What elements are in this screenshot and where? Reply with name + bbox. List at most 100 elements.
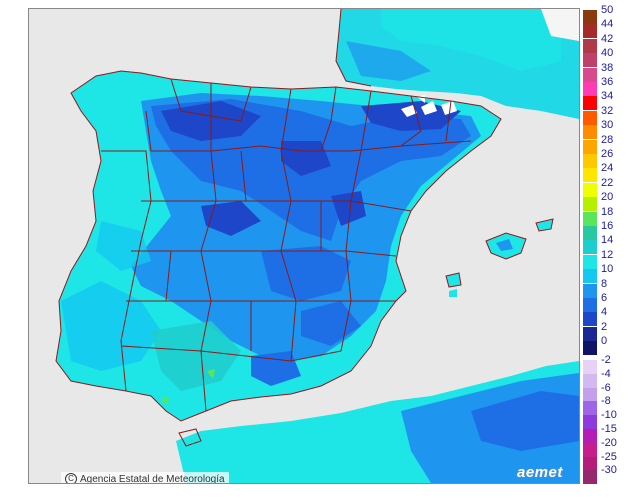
temperature-legend: 50 44 42 40 38 36 34 32 30 28 26 24 22 20 18 16 14 12 10 8 6…: [583, 4, 630, 485]
legend-label: 24: [601, 162, 614, 175]
legend-label: 6: [601, 292, 608, 304]
legend-label: 10: [601, 263, 614, 276]
legend-swatch: [583, 442, 597, 457]
temperature-map: C Agencia Estatal de Meteorología aemet: [28, 8, 580, 484]
legend-swatch: [583, 415, 597, 430]
legend-entry--30: -30: [583, 464, 630, 485]
legend-swatch: [583, 373, 597, 388]
copyright-icon: C: [65, 473, 77, 483]
legend-entry-44: 44: [583, 18, 630, 39]
legend-label: 44: [601, 18, 614, 31]
legend-entry-2: 2: [583, 321, 630, 341]
legend-swatch: [583, 82, 597, 96]
legend-label: 28: [601, 133, 614, 146]
legend-entry-16: 16: [583, 220, 630, 240]
legend-entry-8: 8: [583, 278, 630, 298]
legend-entry-20: 20: [583, 191, 630, 212]
legend-swatch: [583, 154, 597, 168]
legend-entry--10: -10: [583, 409, 630, 430]
legend-swatch: [583, 387, 597, 402]
legend-label: 30: [601, 119, 614, 132]
legend-label: 32: [601, 104, 614, 117]
legend-entry-28: 28: [583, 134, 630, 154]
legend-label: -20: [601, 436, 617, 449]
legend-swatch: [583, 168, 597, 183]
aemet-logo: aemet: [517, 464, 563, 481]
legend-entry-0: 0: [583, 335, 630, 356]
legend-entry-18: 18: [583, 206, 630, 226]
legend-entry-26: 26: [583, 148, 630, 168]
legend-entry--4: -4: [583, 368, 630, 388]
legend-swatch: [583, 226, 597, 240]
legend-label: 16: [601, 220, 614, 232]
legend-label: 8: [601, 277, 608, 290]
map-canvas: [29, 9, 579, 483]
legend-entry-12: 12: [583, 249, 630, 269]
legend-entry-40: 40: [583, 47, 630, 68]
legend-swatch: [583, 360, 597, 374]
legend-label: -25: [601, 450, 617, 463]
legend-entry-32: 32: [583, 105, 630, 125]
legend-entry--15: -15: [583, 423, 630, 443]
legend-swatch: [583, 401, 597, 416]
legend-entry-24: 24: [583, 162, 630, 183]
legend-label: 34: [601, 90, 614, 103]
legend-swatch: [583, 96, 597, 111]
legend-label: -8: [601, 395, 611, 408]
aemet-logo-text: aemet: [517, 464, 563, 481]
legend-swatch: [583, 254, 597, 269]
legend-swatch: [583, 312, 597, 327]
legend-label: -4: [601, 367, 611, 380]
legend-entry-38: 38: [583, 62, 630, 82]
legend-label: 2: [601, 320, 608, 333]
agency-credit-text: Agencia Estatal de Meteorología: [80, 473, 225, 484]
legend-label: 42: [601, 32, 614, 45]
legend-label: 22: [601, 176, 614, 189]
legend-label: 50: [601, 4, 614, 16]
legend-label: -2: [601, 354, 611, 366]
legend-entry-14: 14: [583, 234, 630, 255]
legend-swatch: [583, 211, 597, 226]
legend-swatch: [583, 197, 597, 212]
legend-label: -15: [601, 423, 617, 435]
legend-swatch: [583, 139, 597, 154]
legend-entry-22: 22: [583, 177, 630, 197]
agency-credit: C Agencia Estatal de Meteorología: [61, 472, 229, 484]
legend-entry-42: 42: [583, 33, 630, 53]
legend-swatch: [583, 298, 597, 312]
legend-label: 4: [601, 306, 608, 319]
legend-label: 38: [601, 61, 614, 74]
legend-swatch: [583, 470, 597, 485]
legend-label: 12: [601, 248, 614, 261]
legend-label: 0: [601, 335, 608, 348]
ibiza-island: [446, 273, 461, 287]
legend-label: 14: [601, 234, 614, 247]
legend-swatch: [583, 24, 597, 39]
legend-label: 20: [601, 191, 614, 204]
legend-entry-30: 30: [583, 119, 630, 140]
legend-entry-10: 10: [583, 263, 630, 284]
legend-entry-34: 34: [583, 90, 630, 111]
legend-swatch: [583, 125, 597, 140]
legend-swatch: [583, 110, 597, 125]
legend-label: 26: [601, 148, 614, 160]
legend-swatch: [583, 10, 597, 24]
legend-label: 36: [601, 76, 614, 88]
legend-swatch: [583, 67, 597, 82]
legend-swatch: [583, 341, 597, 356]
legend-swatch: [583, 456, 597, 471]
legend-label: 40: [601, 47, 614, 60]
legend-swatch: [583, 283, 597, 298]
legend-entry--20: -20: [583, 437, 630, 457]
legend-label: 18: [601, 205, 614, 218]
legend-entry-50: 50: [583, 4, 630, 24]
legend-entry--2: -2: [583, 354, 630, 374]
legend-entry-6: 6: [583, 292, 630, 312]
province-borders: [55, 9, 554, 447]
legend-swatch: [583, 269, 597, 284]
legend-swatch: [583, 182, 597, 197]
legend-entry--25: -25: [583, 451, 630, 471]
legend-label: -30: [601, 464, 617, 477]
legend-swatch: [583, 240, 597, 255]
legend-swatch: [583, 38, 597, 53]
